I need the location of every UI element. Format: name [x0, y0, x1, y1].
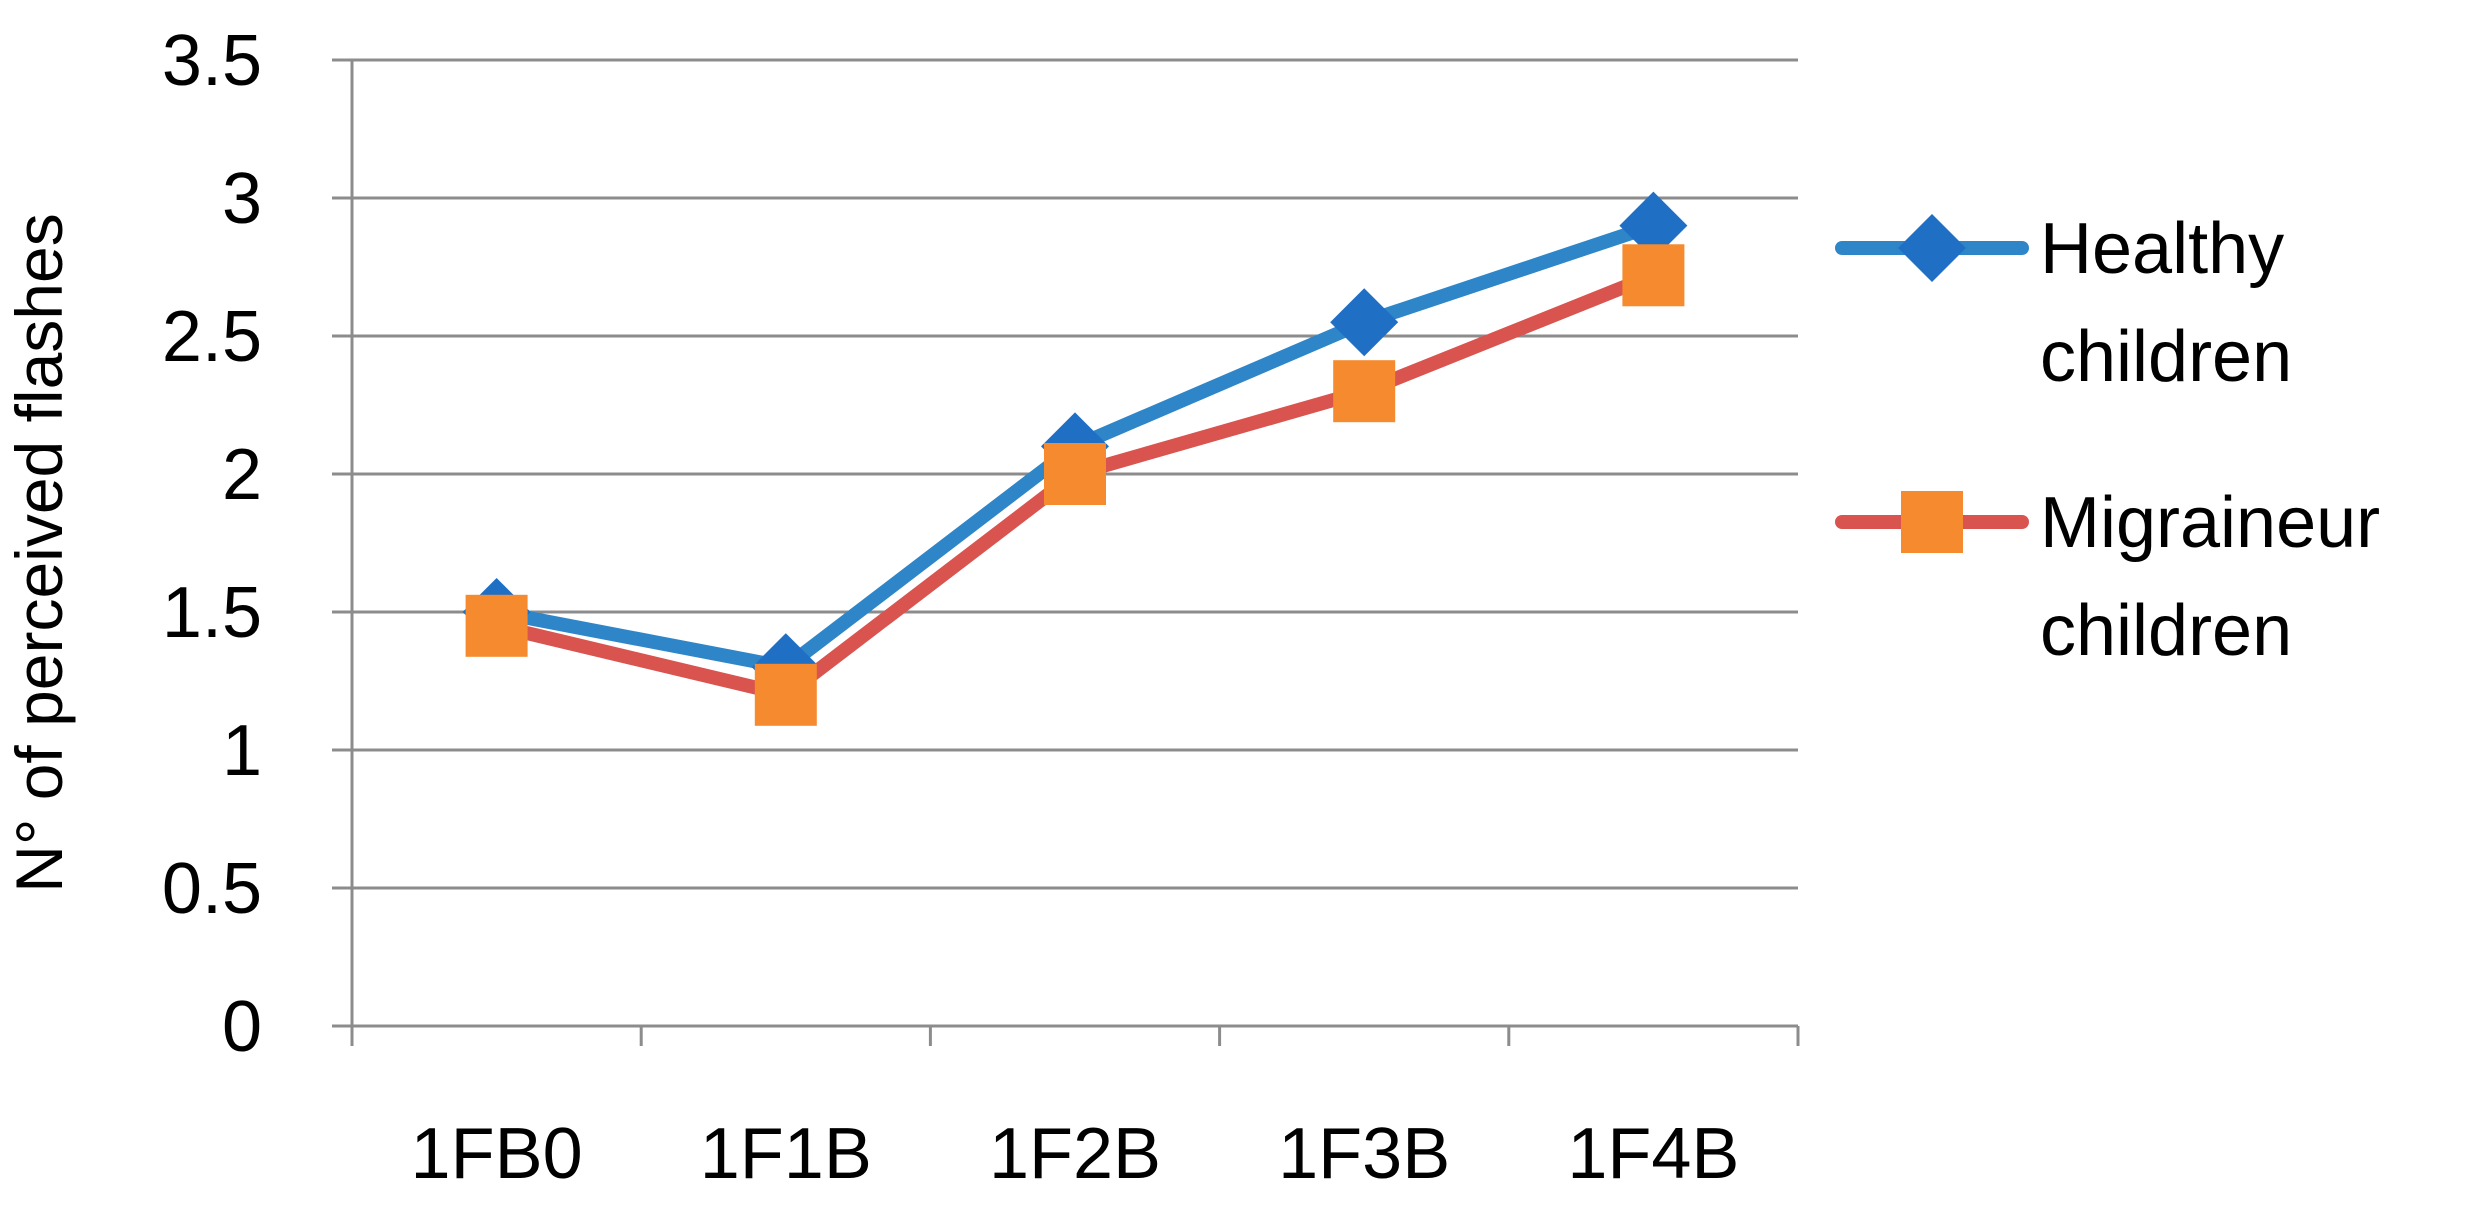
x-tick-labels: 1FB0 1F1B 1F2B 1F3B 1F4B [411, 1114, 1740, 1194]
legend: Healthy children Migraineur children [1835, 209, 2380, 671]
legend-marker [1901, 491, 1963, 553]
legend-label: Healthy [2040, 209, 2284, 289]
y-tick-label: 0.5 [162, 849, 262, 929]
y-tick-label: 2.5 [162, 297, 262, 377]
y-tick-label: 1.5 [162, 573, 262, 653]
legend-label: Migraineur [2040, 483, 2380, 563]
legend-marker [1898, 214, 1966, 282]
data-point [1622, 244, 1685, 307]
data-point [1333, 360, 1396, 423]
data-point [1044, 443, 1106, 505]
y-tick-label: 0 [222, 987, 262, 1067]
x-tick-label: 1F2B [989, 1114, 1161, 1194]
x-tick-label: 1F4B [1567, 1114, 1739, 1194]
x-tick-label: 1FB0 [411, 1114, 583, 1194]
x-tick-label: 1F3B [1278, 1114, 1450, 1194]
gridlines [332, 58, 1798, 890]
series-layer [462, 191, 1688, 726]
y-tick-label: 1 [222, 711, 262, 791]
data-point [1330, 288, 1399, 357]
legend-item: Healthy children [1835, 209, 2292, 397]
y-tick-label: 2 [222, 435, 262, 515]
y-tick-label: 3 [222, 159, 262, 239]
axes [332, 60, 1800, 1046]
data-point [465, 594, 528, 657]
x-tick-label: 1F1B [700, 1114, 872, 1194]
legend-item: Migraineur children [1835, 483, 2380, 671]
y-tick-labels: 0 0.5 1 1.5 2 2.5 3 3.5 [162, 21, 262, 1067]
data-point [1619, 191, 1688, 260]
series-migraineur [465, 244, 1685, 726]
legend-label: children [2040, 591, 2292, 671]
y-axis-title: N° of perceived flashes [2, 213, 76, 892]
data-point [754, 663, 817, 726]
y-tick-label: 3.5 [162, 21, 262, 101]
legend-label: children [2040, 317, 2292, 397]
